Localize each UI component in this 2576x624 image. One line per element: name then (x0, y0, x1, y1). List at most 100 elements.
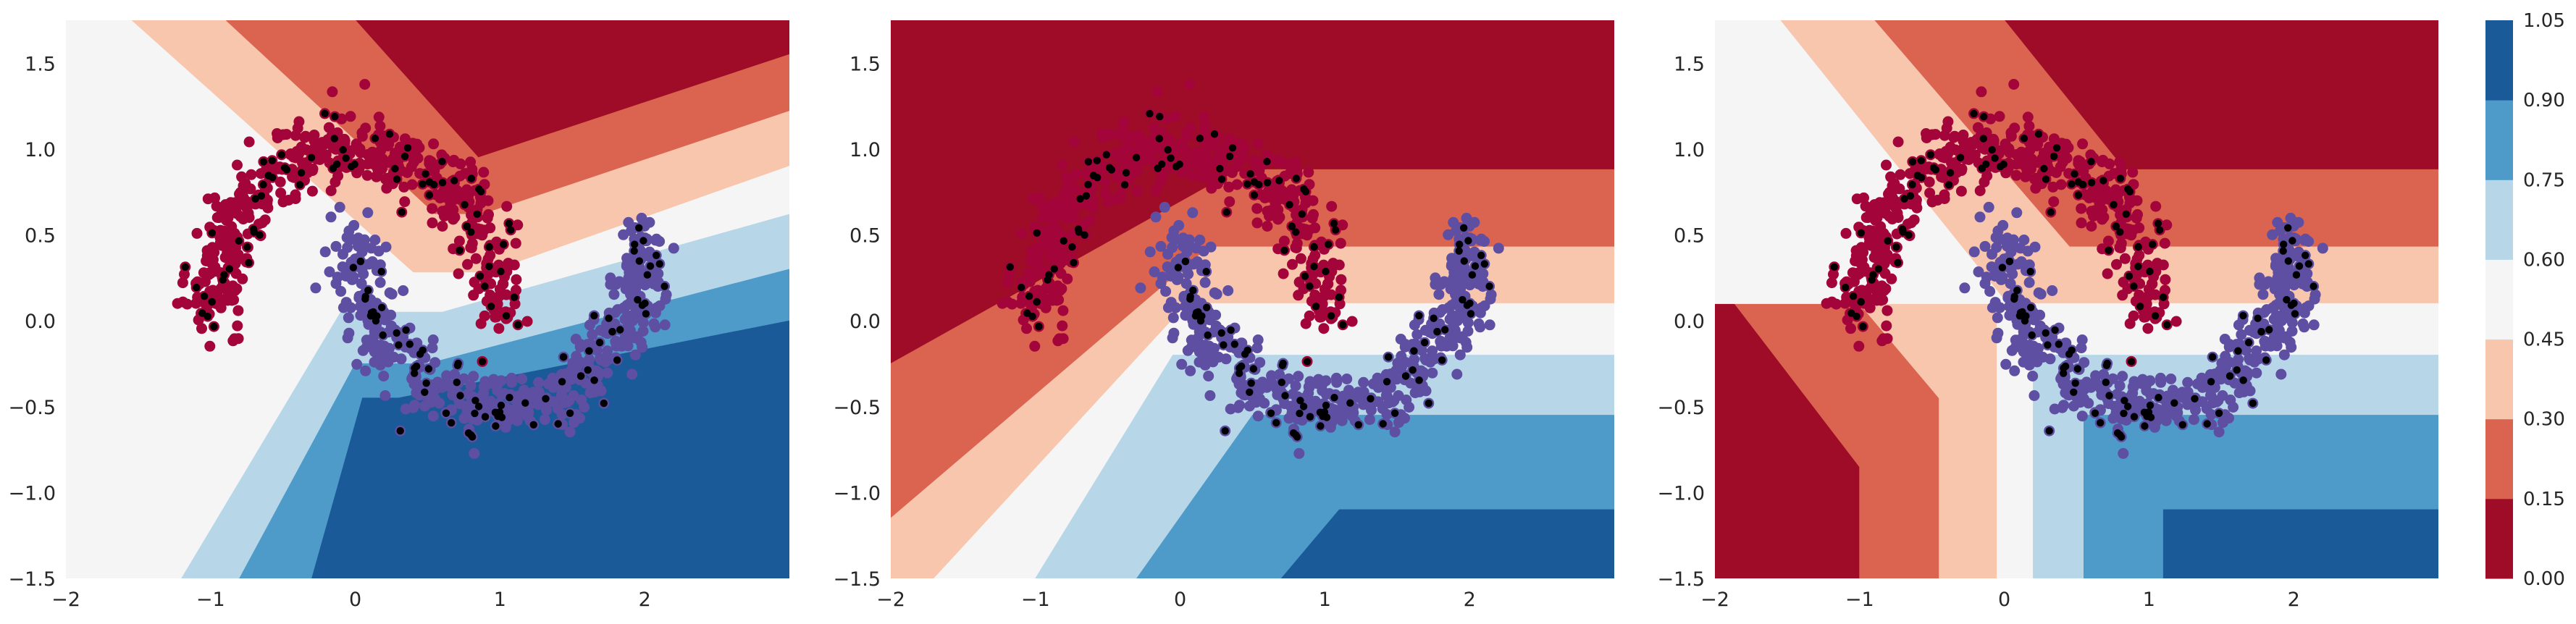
point-highlight (1241, 350, 1249, 358)
point-lower-moon (1438, 276, 1450, 287)
point-highlight (584, 366, 592, 374)
point-lower-moon (2182, 376, 2194, 388)
y-tick-label: −0.5 (1657, 397, 1705, 419)
colorbar-band-5 (2485, 100, 2513, 180)
point-upper-moon (2022, 111, 2034, 123)
point-lower-moon (1167, 312, 1179, 324)
point-upper-moon (1253, 138, 1264, 150)
point-highlight (1464, 237, 1472, 245)
point-lower-moon (2090, 370, 2102, 381)
point-lower-moon (356, 278, 367, 290)
point-upper-moon (437, 221, 448, 232)
point-highlight (1249, 365, 1258, 373)
point-lower-moon (340, 297, 352, 308)
point-upper-moon (2150, 266, 2162, 277)
point-highlight (2105, 246, 2113, 254)
point-lower-moon (1446, 253, 1458, 264)
point-highlight (1076, 195, 1084, 203)
point-highlight (2291, 310, 2299, 318)
point-lower-moon (1364, 414, 1375, 426)
point-upper-moon (1892, 136, 1904, 148)
point-upper-moon (211, 212, 223, 223)
point-highlight (1383, 378, 1391, 386)
x-tick-label: 0 (349, 589, 361, 611)
point-highlight (1105, 164, 1114, 172)
point-lower-moon (1200, 353, 1212, 364)
point-highlight (1847, 309, 1855, 317)
point-upper-moon (2000, 167, 2012, 179)
point-highlight (1292, 174, 1301, 182)
point-upper-moon (1346, 316, 1358, 327)
point-upper-moon (201, 250, 213, 261)
colorbar-bands (2485, 20, 2513, 579)
point-highlight (1874, 265, 1882, 273)
point-highlight (2292, 271, 2301, 279)
point-upper-moon (427, 203, 438, 214)
point-lower-moon (400, 403, 411, 415)
point-lower-moon (1420, 385, 1432, 397)
point-lower-moon (2078, 393, 2089, 405)
point-upper-moon (2097, 156, 2108, 168)
point-lower-moon (1274, 368, 1285, 380)
point-highlight (646, 262, 655, 270)
point-highlight (1146, 109, 1154, 118)
y-tick-label: −1.0 (833, 482, 881, 505)
point-highlight (639, 237, 647, 245)
point-upper-moon (351, 167, 363, 179)
point-highlight (2126, 187, 2134, 195)
point-lower-moon (1986, 248, 1997, 260)
point-lower-moon (2257, 289, 2269, 300)
point-upper-moon (1871, 295, 1882, 306)
point-upper-moon (290, 152, 301, 164)
point-lower-moon (1430, 279, 1441, 290)
point-highlight (1247, 379, 1255, 387)
point-lower-moon (1194, 235, 1206, 245)
point-upper-moon (374, 120, 386, 132)
point-highlight (2118, 433, 2126, 441)
point-highlight (421, 170, 429, 178)
y-tick-label: −1.5 (8, 568, 56, 591)
point-highlight (2122, 210, 2130, 218)
point-upper-moon (2076, 203, 2087, 214)
point-highlight (2044, 341, 2052, 349)
point-upper-moon (2097, 214, 2108, 225)
point-highlight (2233, 366, 2241, 374)
y-axis-ticks: −1.5 −1.0 −0.5 0.0 0.5 1.0 1.5 (1657, 53, 1705, 591)
point-upper-moon (275, 187, 287, 199)
point-lower-moon (1220, 353, 1232, 365)
point-highlight (1306, 282, 1314, 290)
point-highlight (250, 228, 258, 236)
point-highlight (1272, 418, 1280, 427)
point-highlight (1217, 175, 1226, 183)
point-upper-moon (1115, 152, 1126, 164)
point-lower-moon (2204, 389, 2216, 401)
point-lower-moon (2218, 417, 2228, 429)
y-tick-label: 1.0 (1674, 139, 1705, 161)
point-lower-moon (1211, 288, 1222, 300)
point-highlight (2262, 356, 2270, 364)
point-highlight (1075, 228, 1083, 236)
x-tick-label: 1 (494, 589, 506, 611)
point-highlight (1339, 321, 1347, 329)
point-upper-moon (493, 323, 505, 334)
point-highlight (1390, 409, 1399, 417)
point-highlight (1415, 376, 1423, 384)
point-highlight (1480, 260, 1488, 268)
point-highlight (2239, 311, 2247, 320)
point-lower-moon (432, 377, 444, 389)
point-upper-moon (306, 185, 318, 197)
point-upper-moon (299, 132, 311, 143)
point-lower-moon (1293, 447, 1305, 459)
region-level-5 (1136, 415, 1614, 578)
point-highlight (485, 262, 493, 271)
point-lower-moon (2170, 410, 2182, 422)
point-upper-moon (246, 169, 257, 180)
point-upper-moon (1223, 181, 1235, 193)
point-upper-moon (1096, 132, 1108, 143)
point-lower-moon (1451, 225, 1461, 237)
point-upper-moon (1272, 214, 1284, 225)
point-upper-moon (1148, 122, 1159, 133)
point-lower-moon (374, 277, 386, 288)
point-lower-moon (564, 426, 576, 438)
point-highlight (1379, 420, 1387, 428)
